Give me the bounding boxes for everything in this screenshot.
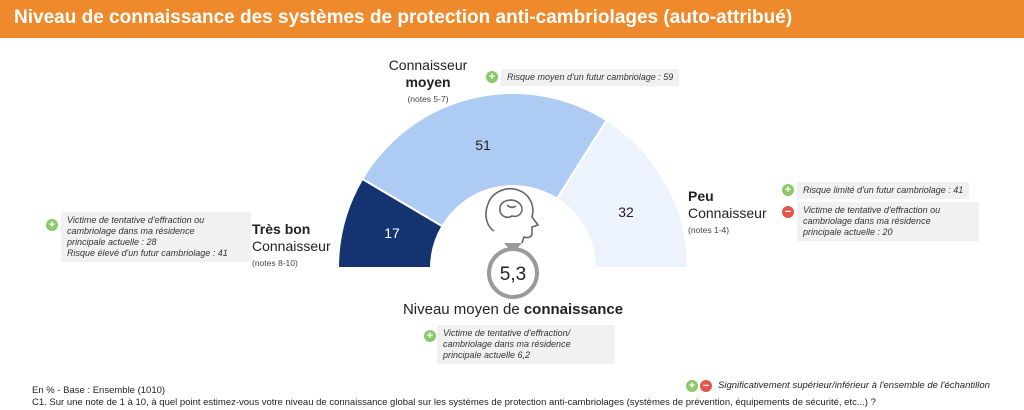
label-moyen-notes: (notes 5-7) — [407, 94, 449, 104]
footer-legend: Significativement supérieur/inférieur à … — [718, 380, 990, 391]
header-bar: Niveau de connaissance des systèmes de p… — [0, 0, 1024, 38]
annotation-tres-bon: Victime de tentative d'effraction ou cam… — [61, 212, 251, 262]
label-moyen-line2: moyen — [405, 74, 451, 90]
value-moyen: 51 — [475, 137, 491, 153]
label-tres-bon: Très bon Connaisseur (notes 8-10) — [252, 221, 342, 272]
annotation-peu-minus: Victime de tentative d'effraction ou cam… — [797, 202, 979, 241]
minus-circle-icon: − — [700, 380, 712, 392]
value-peu: 32 — [618, 204, 634, 220]
plus-circle-icon: + — [486, 71, 498, 83]
arc-peu — [555, 118, 690, 269]
plus-circle-icon: + — [424, 330, 436, 342]
label-tres-bon-line1: Très bon — [252, 221, 311, 237]
label-tres-bon-notes: (notes 8-10) — [252, 258, 298, 268]
label-moyen: Connaisseur moyen (notes 5-7) — [378, 57, 478, 108]
annotation-peu-plus: Risque limité d'un futur cambriolage : 4… — [797, 182, 970, 199]
brain-head-icon — [485, 188, 540, 244]
annotation-center: Victime de tentative d'effraction/ cambr… — [437, 325, 615, 364]
plus-circle-icon: + — [686, 380, 698, 392]
footer-question: C1. Sur une note de 1 à 10, à quel point… — [32, 397, 876, 408]
label-tres-bon-line2: Connaisseur — [252, 238, 331, 254]
annotation-moyen: Risque moyen d'un futur cambriolage : 59 — [501, 69, 680, 86]
average-score-value: 5,3 — [500, 264, 526, 285]
plus-circle-icon: + — [782, 184, 794, 196]
label-moyen-line1: Connaisseur — [388, 57, 468, 73]
minus-circle-icon: − — [782, 206, 794, 218]
page-title: Niveau de connaissance des systèmes de p… — [14, 7, 793, 28]
average-score-badge — [487, 243, 539, 299]
label-peu-notes: (notes 1-4) — [688, 225, 730, 235]
arc-moyen — [360, 92, 609, 228]
label-peu-line1: Peu — [688, 188, 714, 204]
value-tres-bon: 17 — [384, 225, 400, 241]
plus-circle-icon: + — [46, 219, 58, 231]
footer-base: En % - Base : Ensemble (1010) — [32, 385, 166, 396]
center-label: Niveau moyen de connaissance — [402, 301, 624, 318]
label-peu-line2: Connaisseur — [688, 205, 767, 221]
label-peu: Peu Connaisseur (notes 1-4) — [688, 188, 778, 239]
